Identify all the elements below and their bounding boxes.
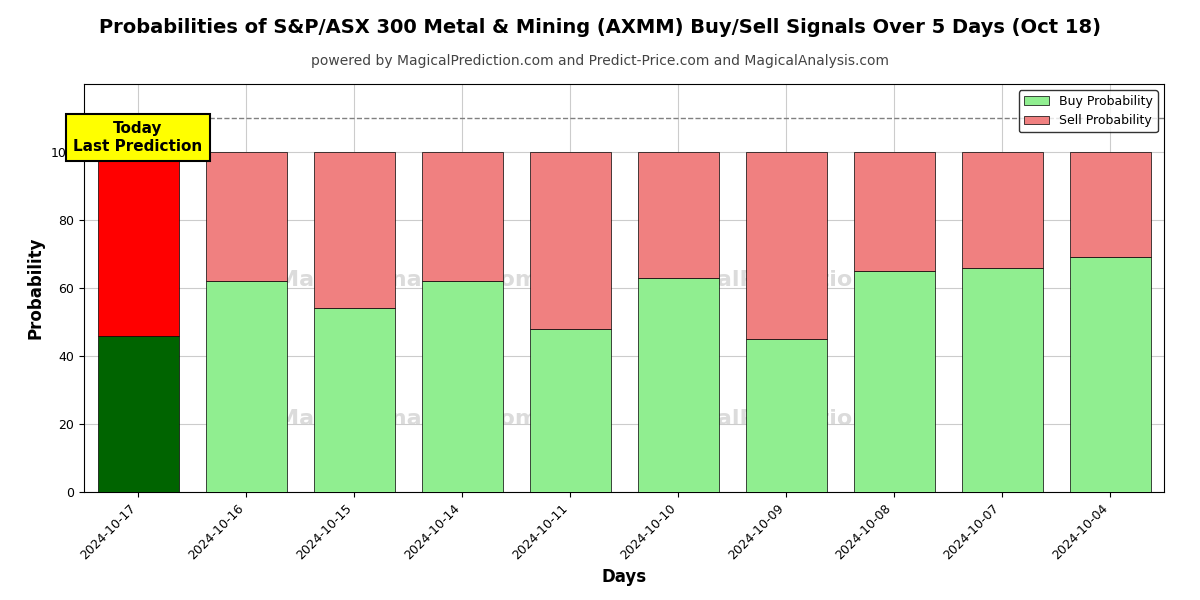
Text: MagicalPrediction.com: MagicalPrediction.com [643, 270, 929, 290]
Bar [637, 278, 719, 492]
Bar [961, 268, 1043, 492]
Text: MagicalAnalysis.com: MagicalAnalysis.com [277, 409, 539, 428]
Bar [1069, 257, 1151, 492]
Bar [529, 329, 611, 492]
Bar [637, 152, 719, 278]
Text: Probabilities of S&P/ASX 300 Metal & Mining (AXMM) Buy/Sell Signals Over 5 Days : Probabilities of S&P/ASX 300 Metal & Min… [98, 18, 1102, 37]
Bar [313, 152, 395, 308]
Text: MagicalAnalysis.com: MagicalAnalysis.com [277, 270, 539, 290]
Bar [97, 152, 179, 335]
X-axis label: Days: Days [601, 568, 647, 586]
Bar [205, 281, 287, 492]
Legend: Buy Probability, Sell Probability: Buy Probability, Sell Probability [1019, 90, 1158, 133]
Text: Today
Last Prediction: Today Last Prediction [73, 121, 203, 154]
Bar [421, 281, 503, 492]
Bar [853, 271, 935, 492]
Text: MagicalPrediction.com: MagicalPrediction.com [643, 409, 929, 428]
Bar [97, 335, 179, 492]
Bar [205, 152, 287, 281]
Bar [529, 152, 611, 329]
Bar [961, 152, 1043, 268]
Bar [1069, 152, 1151, 257]
Bar [853, 152, 935, 271]
Bar [313, 308, 395, 492]
Text: powered by MagicalPrediction.com and Predict-Price.com and MagicalAnalysis.com: powered by MagicalPrediction.com and Pre… [311, 54, 889, 68]
Bar [745, 152, 827, 339]
Bar [421, 152, 503, 281]
Bar [745, 339, 827, 492]
Y-axis label: Probability: Probability [26, 237, 44, 339]
